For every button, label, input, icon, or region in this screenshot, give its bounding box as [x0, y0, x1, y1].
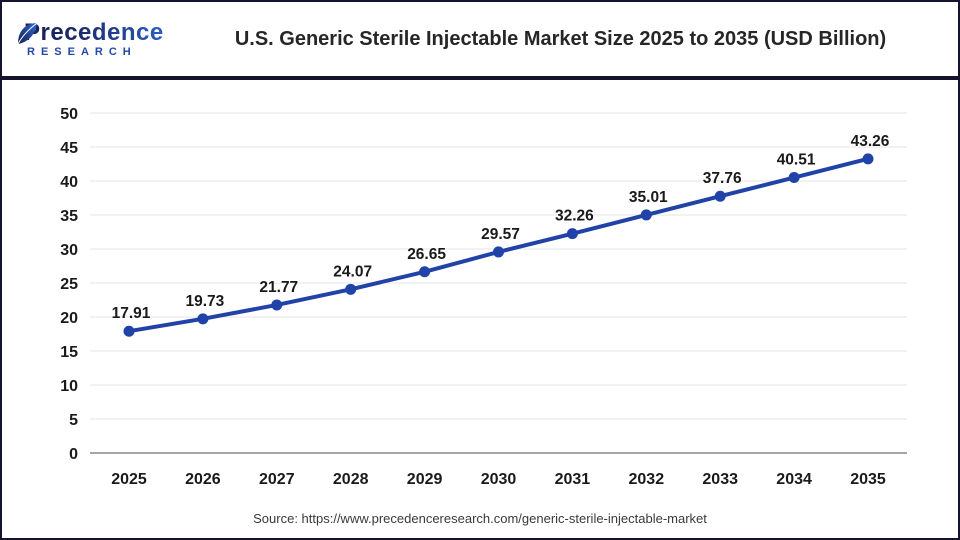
brand-name: Precedence — [20, 20, 187, 45]
brand-logo: Precedence RESEARCH — [2, 20, 187, 58]
y-axis-tick-label: 10 — [60, 378, 78, 395]
data-point-label: 35.01 — [629, 189, 668, 206]
y-axis-tick-label: 20 — [60, 310, 78, 327]
data-point — [714, 190, 726, 202]
y-axis-tick-label: 0 — [69, 446, 78, 463]
data-point-label: 26.65 — [407, 246, 446, 263]
data-point — [419, 266, 431, 278]
data-point-label: 21.77 — [259, 279, 298, 296]
data-point-label: 19.73 — [186, 293, 225, 310]
footer: Source: https://www.precedenceresearch.c… — [2, 510, 958, 528]
y-axis-tick-label: 40 — [60, 174, 78, 191]
y-axis-tick-label: 15 — [60, 344, 78, 361]
data-point — [271, 299, 283, 311]
data-point — [493, 246, 504, 258]
brand-subtitle: RESEARCH — [27, 46, 137, 59]
data-point — [123, 325, 135, 337]
x-axis-tick-label: 2025 — [111, 471, 147, 488]
series-line — [127, 156, 870, 334]
x-axis-tick-label: 2033 — [702, 471, 738, 488]
page-title: U.S. Generic Sterile Injectable Market S… — [234, 27, 887, 50]
y-axis-tick-label: 45 — [60, 140, 78, 157]
source-text: Source: https://www.precedenceresearch.c… — [253, 511, 707, 526]
data-point — [788, 172, 800, 184]
data-point — [197, 313, 209, 325]
y-axis-tick-label: 35 — [60, 208, 78, 225]
data-point-label: 37.76 — [703, 170, 742, 187]
data-point-label: 24.07 — [333, 263, 372, 280]
x-axis-tick-label: 2035 — [850, 471, 886, 488]
y-axis-tick-label: 25 — [60, 276, 78, 293]
x-axis-tick-label: 2031 — [555, 471, 591, 488]
y-axis-tick-label: 50 — [60, 106, 78, 123]
data-point — [566, 228, 578, 240]
data-point — [345, 283, 357, 295]
data-point-label: 40.51 — [777, 152, 816, 169]
chart-area: 0 5 10 15 20 25 30 35 40 45 50 2025 2026 2027 2028 2029… — [2, 80, 958, 510]
data-point-label: 43.26 — [851, 133, 890, 150]
x-axis-tick-label: 2034 — [776, 471, 812, 488]
data-point-label: 17.91 — [112, 305, 151, 322]
y-axis-tick-label: 5 — [69, 412, 78, 429]
x-axis-tick-label: 2030 — [481, 471, 517, 488]
data-point-label: 32.26 — [555, 208, 594, 225]
x-axis-tick-label: 2029 — [407, 471, 443, 488]
header: Precedence RESEARCH U.S. Generic Sterile… — [2, 2, 958, 80]
data-point — [640, 209, 652, 221]
x-axis-tick-label: 2028 — [333, 471, 369, 488]
leaf-icon — [17, 22, 38, 45]
x-axis-tick-label: 2027 — [259, 471, 295, 488]
x-axis-tick-label: 2032 — [629, 471, 665, 488]
data-point-label: 29.57 — [481, 226, 520, 243]
title-wrap: U.S. Generic Sterile Injectable Market S… — [187, 28, 958, 51]
y-axis-tick-label: 30 — [60, 242, 78, 259]
data-point — [862, 153, 874, 165]
x-axis-tick-label: 2026 — [185, 471, 221, 488]
